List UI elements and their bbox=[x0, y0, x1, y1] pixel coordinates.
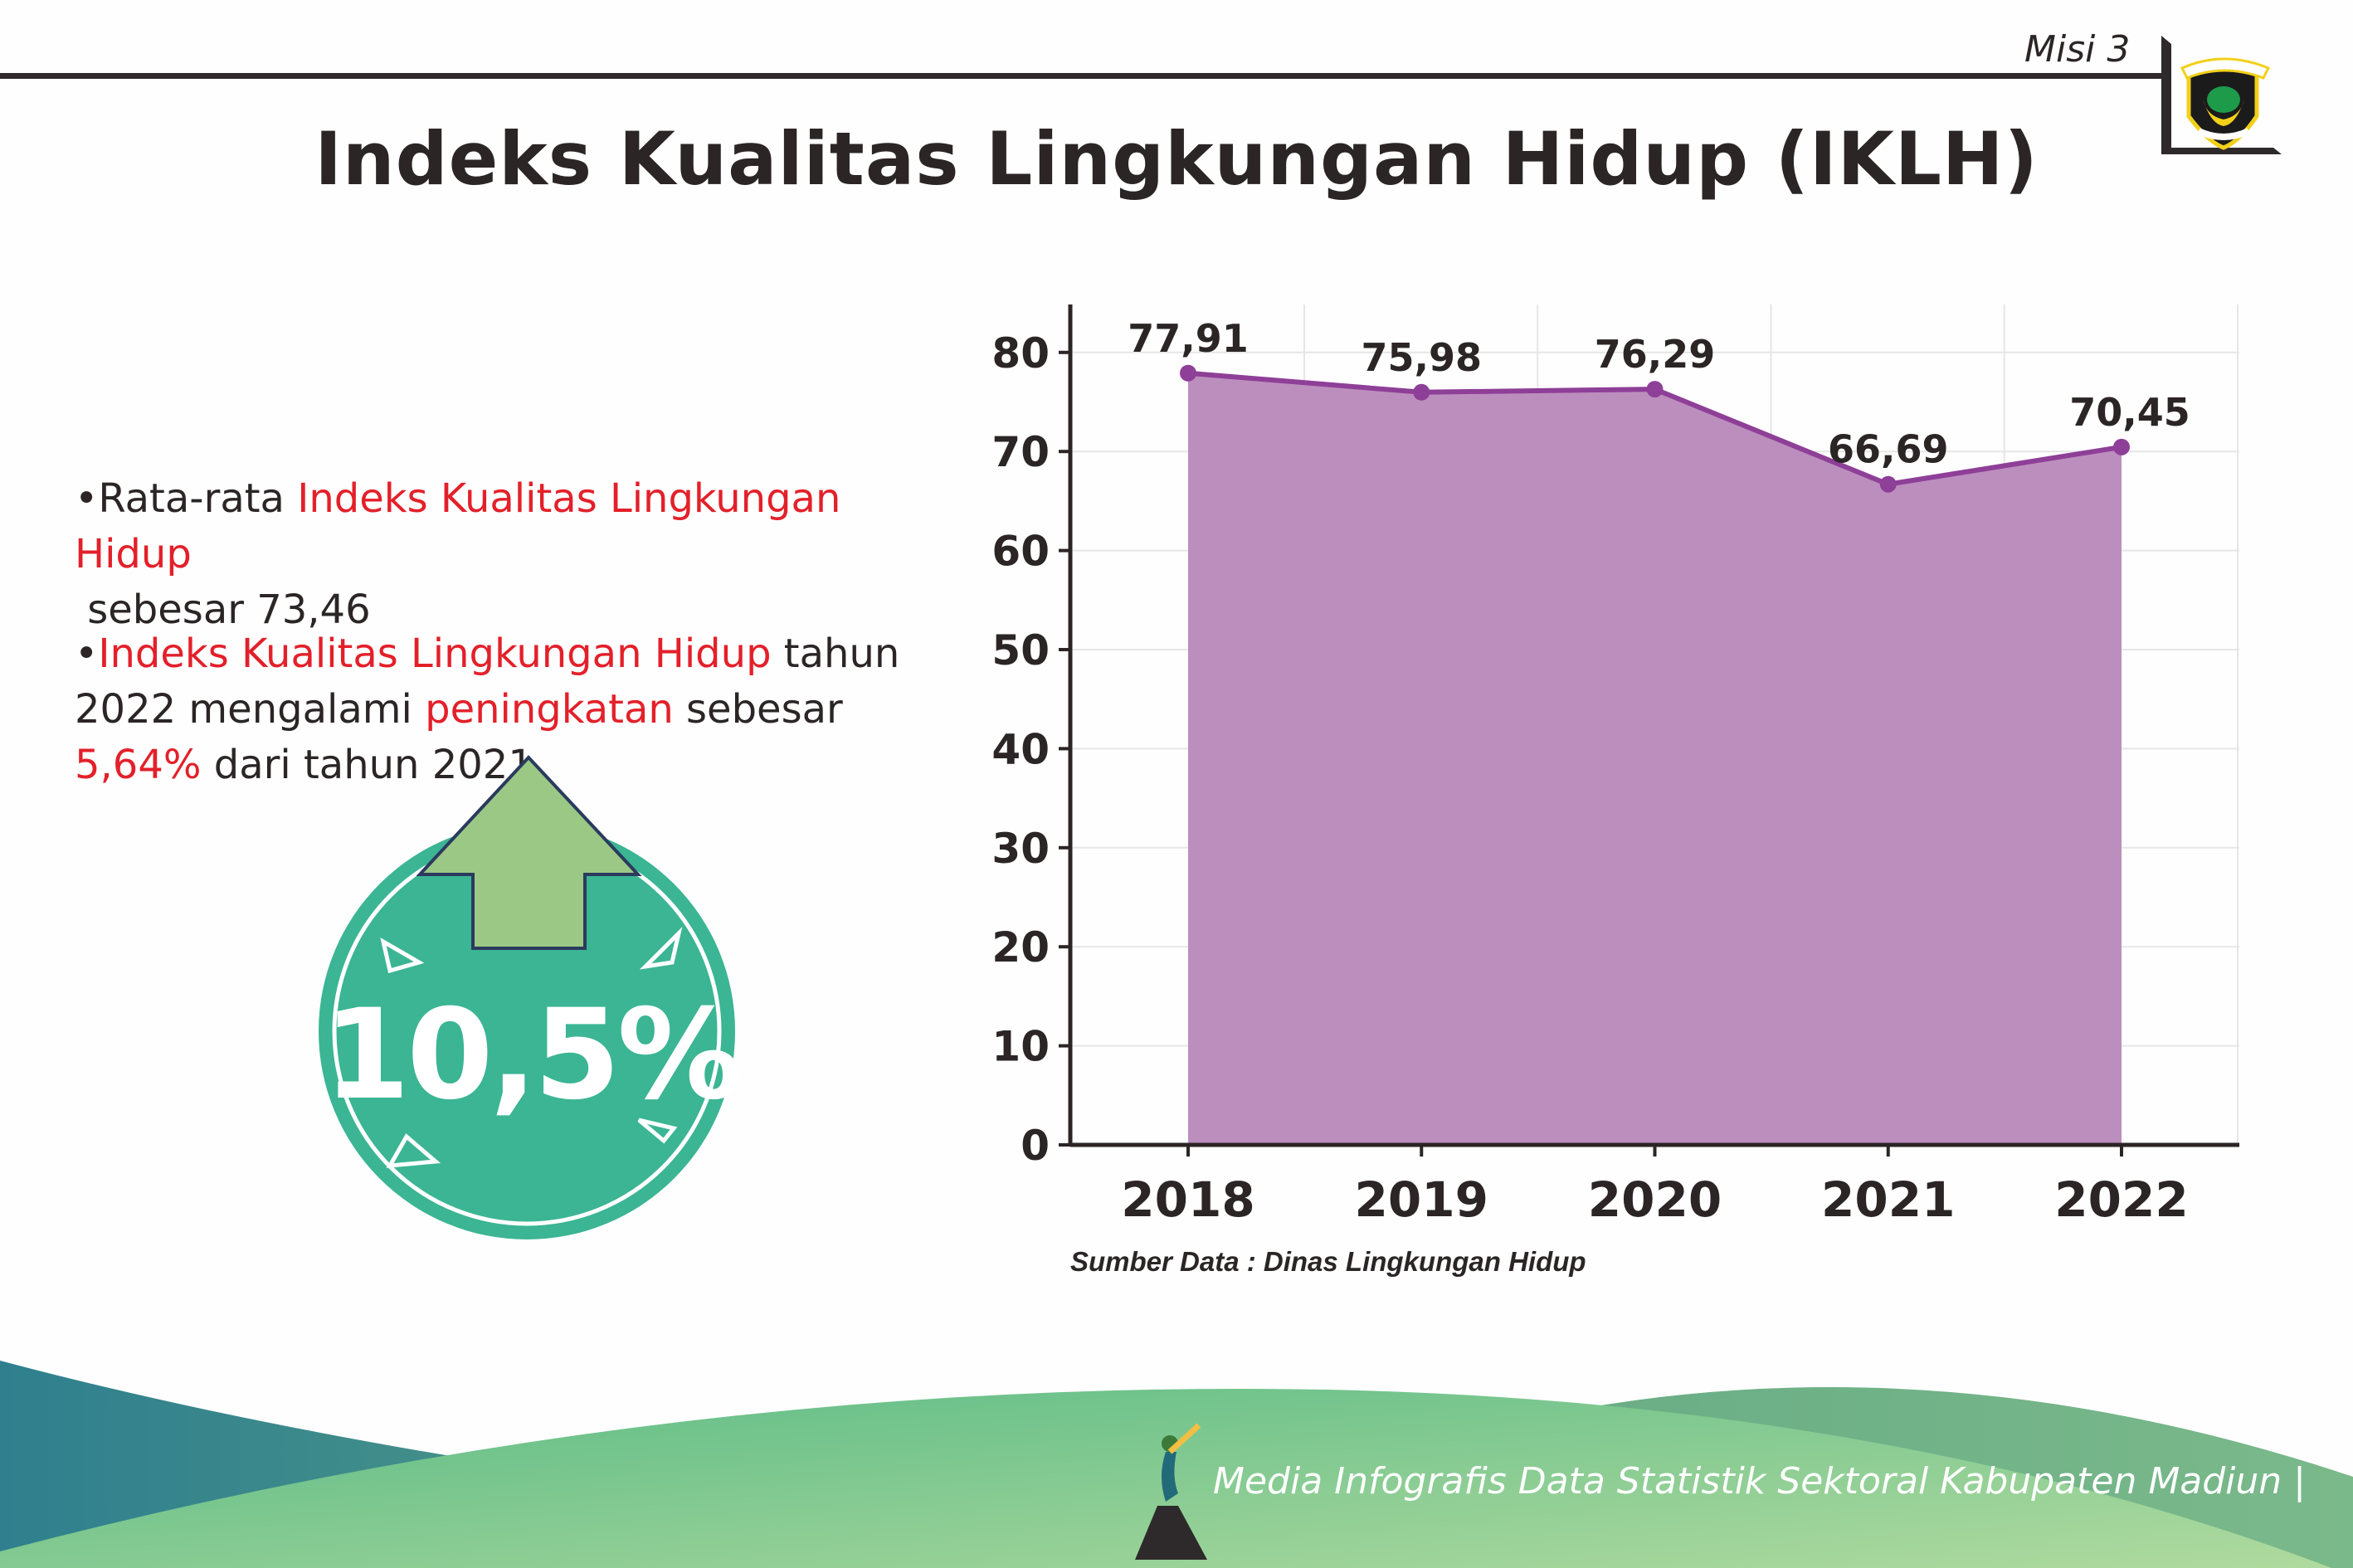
summary-bullet-change: •Indeks Kualitas Lingkungan Hidup tahun … bbox=[75, 631, 900, 788]
y-tick-label: 30 bbox=[991, 825, 1050, 873]
x-tick-label: 2019 bbox=[1355, 1171, 1488, 1228]
area-fill bbox=[1188, 373, 2122, 1145]
data-point bbox=[2113, 438, 2130, 455]
data-source: Sumber Data : Dinas Lingkungan Hidup bbox=[1070, 1246, 1586, 1277]
data-point bbox=[1879, 475, 1897, 493]
x-tick-label: 2021 bbox=[1821, 1171, 1955, 1228]
y-tick-label: 80 bbox=[991, 329, 1050, 377]
badge-value: 10,5% bbox=[323, 983, 742, 1127]
y-tick-label: 0 bbox=[1021, 1122, 1050, 1170]
bullet-text: sebesar bbox=[673, 686, 843, 733]
y-tick-label: 40 bbox=[991, 725, 1050, 773]
data-point bbox=[1646, 381, 1664, 398]
page-title: Indeks Kualitas Lingkungan Hidup (IKLH) bbox=[314, 116, 2039, 202]
growth-badge bbox=[319, 755, 735, 1239]
data-label: 76,29 bbox=[1595, 332, 1716, 377]
data-label: 66,69 bbox=[1828, 427, 1949, 472]
bullet-text: tahun 2022 mengalami bbox=[75, 631, 900, 733]
y-tick-label: 20 bbox=[991, 923, 1050, 971]
data-point bbox=[1180, 364, 1196, 382]
bullet-text: Rata-rata bbox=[98, 475, 298, 522]
kabupaten-madiun-logo bbox=[2161, 36, 2282, 154]
y-tick-label: 70 bbox=[991, 428, 1050, 476]
bullet-highlight: Indeks Kualitas Lingkungan Hidup bbox=[75, 475, 841, 577]
statistik-mascot-icon bbox=[1135, 1423, 1207, 1560]
x-tick-label: 2018 bbox=[1121, 1171, 1254, 1228]
footer-wave bbox=[0, 1361, 2353, 1568]
data-point bbox=[1413, 383, 1430, 401]
x-tick-label: 2020 bbox=[1588, 1171, 1722, 1228]
bullet-highlight: Indeks Kualitas Lingkungan Hidup bbox=[98, 631, 772, 677]
iklh-area-chart: 0 10 20 30 40 50 60 70 80 77,91 2018 75,98 2019 76,29… bbox=[991, 304, 2239, 1228]
arrow-up-icon bbox=[416, 755, 642, 950]
badge-circle bbox=[319, 823, 735, 1239]
data-label: 75,98 bbox=[1361, 335, 1482, 380]
bullet-text: sebesar 73,46 bbox=[87, 587, 371, 633]
data-label: 70,45 bbox=[2069, 390, 2190, 435]
summary-bullet-average: •Rata-rata Indeks Kualitas Lingkungan Hi… bbox=[75, 475, 841, 633]
bullet-highlight: peningkatan bbox=[425, 686, 674, 733]
footer-tagline: Media Infografis Data Statistik Sektoral… bbox=[1213, 1460, 2306, 1502]
section-label: Misi 3 bbox=[2024, 28, 2131, 71]
y-tick-label: 10 bbox=[991, 1023, 1050, 1071]
bullet-highlight: 5,64% bbox=[75, 742, 202, 788]
y-tick-label: 50 bbox=[991, 626, 1050, 674]
bullet-text: dari tahun 2021 bbox=[201, 742, 533, 788]
y-tick-label: 60 bbox=[991, 528, 1050, 576]
x-tick-label: 2022 bbox=[2054, 1171, 2188, 1228]
data-label: 77,91 bbox=[1128, 316, 1249, 361]
header-rule bbox=[0, 73, 2161, 79]
